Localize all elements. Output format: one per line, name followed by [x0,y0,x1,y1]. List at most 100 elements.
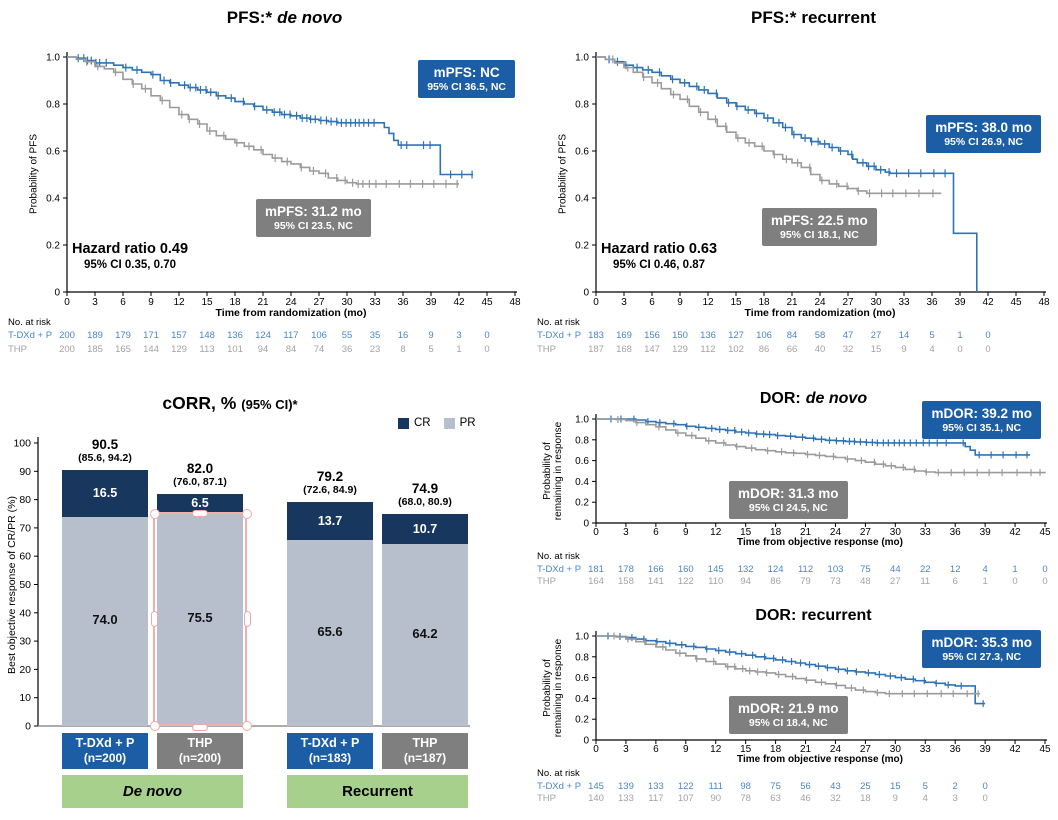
risk-count: 164 [588,576,604,587]
bar-ci-label: (68.0, 80.9) [398,496,452,509]
mpfs-ci: 95% CI 23.5, NC [273,220,353,232]
mdor-value: mDOR: 31.3 mo [738,486,839,501]
risk-count: 1 [456,344,461,355]
bar-arm-label-box: T-DXd + P (n=183) [287,733,373,769]
x-tick-label: 3 [623,744,629,755]
risk-count: 156 [644,330,660,341]
risk-count: 133 [618,793,634,804]
x-tick-label: 27 [313,297,325,308]
km-curve-thp [596,418,1046,474]
x-tick-label: 24 [830,744,842,755]
panel-title: PFS:* recurrent [574,8,1053,28]
panel-title-suffix: de novo [277,8,343,27]
risk-count: 32 [830,793,841,804]
risk-count: 73 [830,576,841,587]
selection-handle[interactable] [242,720,252,731]
censor-marks-thp [613,632,979,698]
x-tick-label: 36 [950,744,962,755]
risk-count: 86 [770,576,781,587]
y-tick-label: 0 [25,721,31,733]
y-tick-label: 0.8 [46,100,60,111]
y-tick-label: 0 [583,288,589,299]
x-tick-label: 24 [814,297,826,308]
x-tick-label: 15 [730,297,742,308]
y-tick-label: 20 [19,664,31,676]
panel-title-suffix: de novo [805,390,868,407]
bar-segment-cr: 16.5 [62,469,148,517]
x-tick-label: 18 [229,297,241,308]
selection-handle[interactable] [150,509,160,520]
y-tick-label: 0.8 [575,652,589,663]
risk-count: 43 [830,781,841,792]
risk-count: 90 [710,793,721,804]
risk-count: 122 [678,576,694,587]
mdor-ci: 95% CI 27.3, NC [942,651,1022,663]
risk-count: 78 [740,793,751,804]
y-axis-label-line2: remaining in response [553,421,564,521]
risk-count: 111 [709,781,723,792]
selection-handle[interactable] [151,611,158,628]
risk-count: 112 [700,344,715,355]
risk-count: 157 [171,330,187,341]
y-axis-label: Probability of remaining in response [542,639,564,737]
risk-row-label-thp: THP [537,576,556,587]
x-tick-label: 0 [593,744,599,755]
selection-handle[interactable] [244,611,251,628]
risk-count: 0 [1042,576,1047,587]
x-tick-label: 36 [950,527,962,538]
risk-count: 86 [759,344,770,355]
risk-count: 187 [588,344,604,355]
mpfs-ci: 95% CI 18.1, NC [779,229,859,241]
x-tick-label: 6 [653,744,659,755]
y-tick-label: 80 [19,494,31,506]
risk-count: 124 [255,330,271,341]
x-tick-label: 39 [980,527,992,538]
x-tick-label: 3 [621,297,627,308]
risk-count: 14 [899,330,910,341]
y-tick-label: 100 [13,438,31,450]
y-tick-label: 0.4 [46,194,60,205]
x-tick-label: 21 [800,744,812,755]
bar-ci-label: (76.0, 87.1) [173,475,227,488]
bar-chart-title-main: cORR, % [162,393,237,413]
group-label-box: Recurrent [287,775,468,808]
panel-dor-de-novo: DOR: de novo Probability of remaining in … [529,387,1058,603]
mdor-annotation-thp: mDOR: 21.9 mo 95% CI 18.4, NC [729,696,848,734]
x-tick-label: 33 [898,297,910,308]
x-tick-label: 24 [285,297,297,308]
risk-row-label-tdxd: T-DXd + P [537,330,582,341]
risk-count: 47 [843,330,854,341]
arm-n: (n=200) [83,751,127,765]
risk-count: 8 [400,344,405,355]
risk-count: 16 [398,330,409,341]
x-tick-label: 33 [920,527,932,538]
x-tick-label: 6 [653,527,659,538]
y-tick-label: 0 [54,288,60,299]
hazard-ratio: Hazard ratio 0.63 [601,241,718,257]
x-tick-label: 42 [453,297,465,308]
bar-segment-cr: 6.5 [157,493,243,513]
selection-handle[interactable] [192,510,208,518]
selection-handle[interactable] [242,509,252,520]
panel-title-prefix: PFS:* [226,8,273,27]
risk-count: 2 [953,781,958,792]
bar-segment-pr: 65.6 [287,540,373,726]
bar-segment-pr-label: 65.6 [317,624,343,640]
x-tick-label: 12 [173,297,185,308]
risk-count: 103 [828,564,844,575]
selection-handle[interactable] [192,723,208,731]
x-tick-label: 27 [860,527,872,538]
risk-count: 27 [871,330,882,341]
y-tick-label: 0.6 [575,456,589,467]
risk-count: 127 [728,330,744,341]
y-tick-label: 0.2 [575,498,589,509]
x-tick-label: 15 [201,297,213,308]
risk-count: 15 [871,344,882,355]
mdor-value: mDOR: 21.9 mo [738,701,839,716]
risk-count: 18 [860,793,871,804]
selection-handle[interactable] [150,720,160,731]
risk-count: 35 [370,330,381,341]
y-tick-label: 0.8 [575,435,589,446]
panel-title: DOR: de novo [574,390,1053,408]
risk-count: 110 [708,576,723,587]
